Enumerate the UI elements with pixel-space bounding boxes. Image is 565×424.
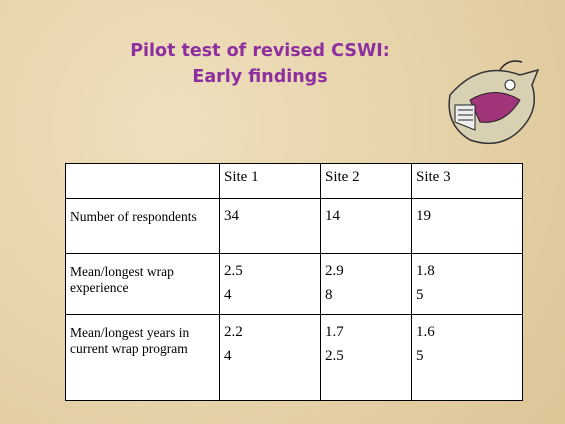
- row-label-cell: Mean/longest years in current wrap progr…: [66, 315, 220, 401]
- title-line: Early findings: [60, 64, 460, 90]
- cell-value: 1.6: [416, 323, 518, 341]
- table-row: Mean/longest years in current wrap progr…: [66, 315, 523, 401]
- title-line: Pilot test of revised CSWI:: [60, 38, 460, 64]
- empty-header-cell: [66, 164, 220, 199]
- value-cell: 14: [321, 199, 412, 254]
- row-label-cell: Mean/longest wrap experience: [66, 254, 220, 315]
- cell-value: 1.8: [416, 262, 518, 280]
- header-cell: Site 1: [220, 164, 321, 199]
- cell-value: 1.7: [325, 323, 407, 341]
- header-row: Site 1 Site 2 Site 3: [66, 164, 523, 199]
- cell-value: 2.2: [224, 323, 316, 341]
- value-cell: 34: [220, 199, 321, 254]
- cell-value: 2.5: [224, 262, 316, 280]
- cell-value: 4: [224, 347, 316, 365]
- row-label-cell: Number of respondents: [66, 199, 220, 254]
- slide: Pilot test of revised CSWI: Early findin…: [0, 0, 565, 424]
- value-cell: 19: [412, 199, 523, 254]
- decorative-bird-icon: [440, 50, 550, 160]
- cell-value: 14: [325, 207, 407, 225]
- findings-table: Site 1 Site 2 Site 3 Number of responden…: [65, 163, 523, 401]
- cell-value: 5: [416, 347, 518, 365]
- cell-value: 2.9: [325, 262, 407, 280]
- cell-value: 19: [416, 207, 518, 225]
- slide-title: Pilot test of revised CSWI: Early findin…: [60, 38, 460, 90]
- cell-value: 4: [224, 286, 316, 304]
- header-cell: Site 2: [321, 164, 412, 199]
- cell-value: 5: [416, 286, 518, 304]
- header-cell: Site 3: [412, 164, 523, 199]
- cell-value: 2.5: [325, 347, 407, 365]
- cell-value: 8: [325, 286, 407, 304]
- cell-value: 34: [224, 207, 316, 225]
